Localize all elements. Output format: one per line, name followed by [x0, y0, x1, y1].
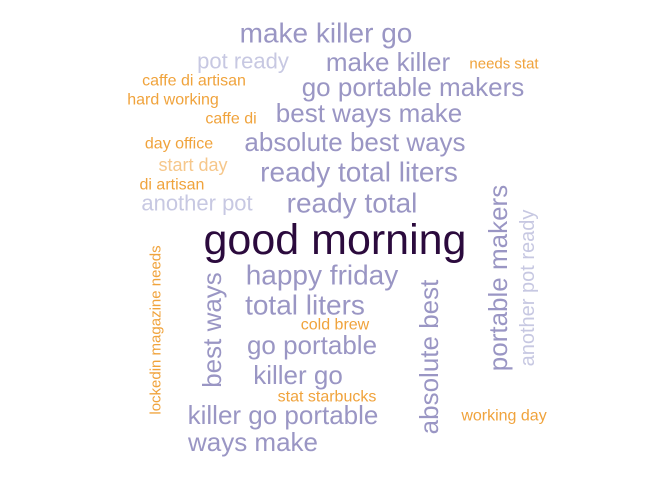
word-pot-ready: pot ready — [197, 49, 289, 74]
word-absolute-best: absolute best — [414, 279, 444, 434]
word-good-morning: good morning — [204, 216, 467, 264]
word-ways-make: ways make — [187, 427, 318, 457]
word-caffe-di: caffe di — [205, 111, 256, 128]
word-total-liters: total liters — [245, 290, 365, 321]
word-lockedin-magazine-needs: lockedin magazine needs — [148, 245, 165, 414]
word-hard-working: hard working — [127, 92, 219, 109]
word-best-ways-make: best ways make — [276, 98, 462, 128]
word-working-day: working day — [460, 408, 546, 425]
word-make-killer: make killer — [326, 47, 451, 77]
word-best-ways: best ways — [197, 272, 227, 388]
word-go-portable-makers: go portable makers — [302, 72, 525, 102]
word-start-day: start day — [158, 155, 227, 175]
word-needs-stat: needs stat — [469, 56, 539, 73]
word-another-pot-ready: another pot ready — [517, 210, 539, 367]
word-stat-starbucks: stat starbucks — [278, 389, 377, 406]
word-make-killer-go: make killer go — [240, 18, 413, 49]
word-go-portable: go portable — [247, 330, 377, 360]
word-cold-brew: cold brew — [301, 317, 370, 334]
word-killer-go: killer go — [253, 360, 343, 390]
word-portable-makers: portable makers — [483, 185, 513, 371]
word-killer-go-portable: killer go portable — [188, 400, 379, 430]
word-ready-total: ready total — [287, 188, 418, 219]
word-day-office: day office — [145, 136, 213, 153]
word-di-artisan: di artisan — [140, 177, 205, 194]
word-caffe-di-artisan: caffe di artisan — [142, 73, 246, 90]
word-another-pot: another pot — [141, 191, 252, 216]
word-happy-friday: happy friday — [246, 260, 399, 291]
word-absolute-best-ways: absolute best ways — [244, 127, 465, 157]
word-ready-total-liters: ready total liters — [260, 157, 458, 188]
